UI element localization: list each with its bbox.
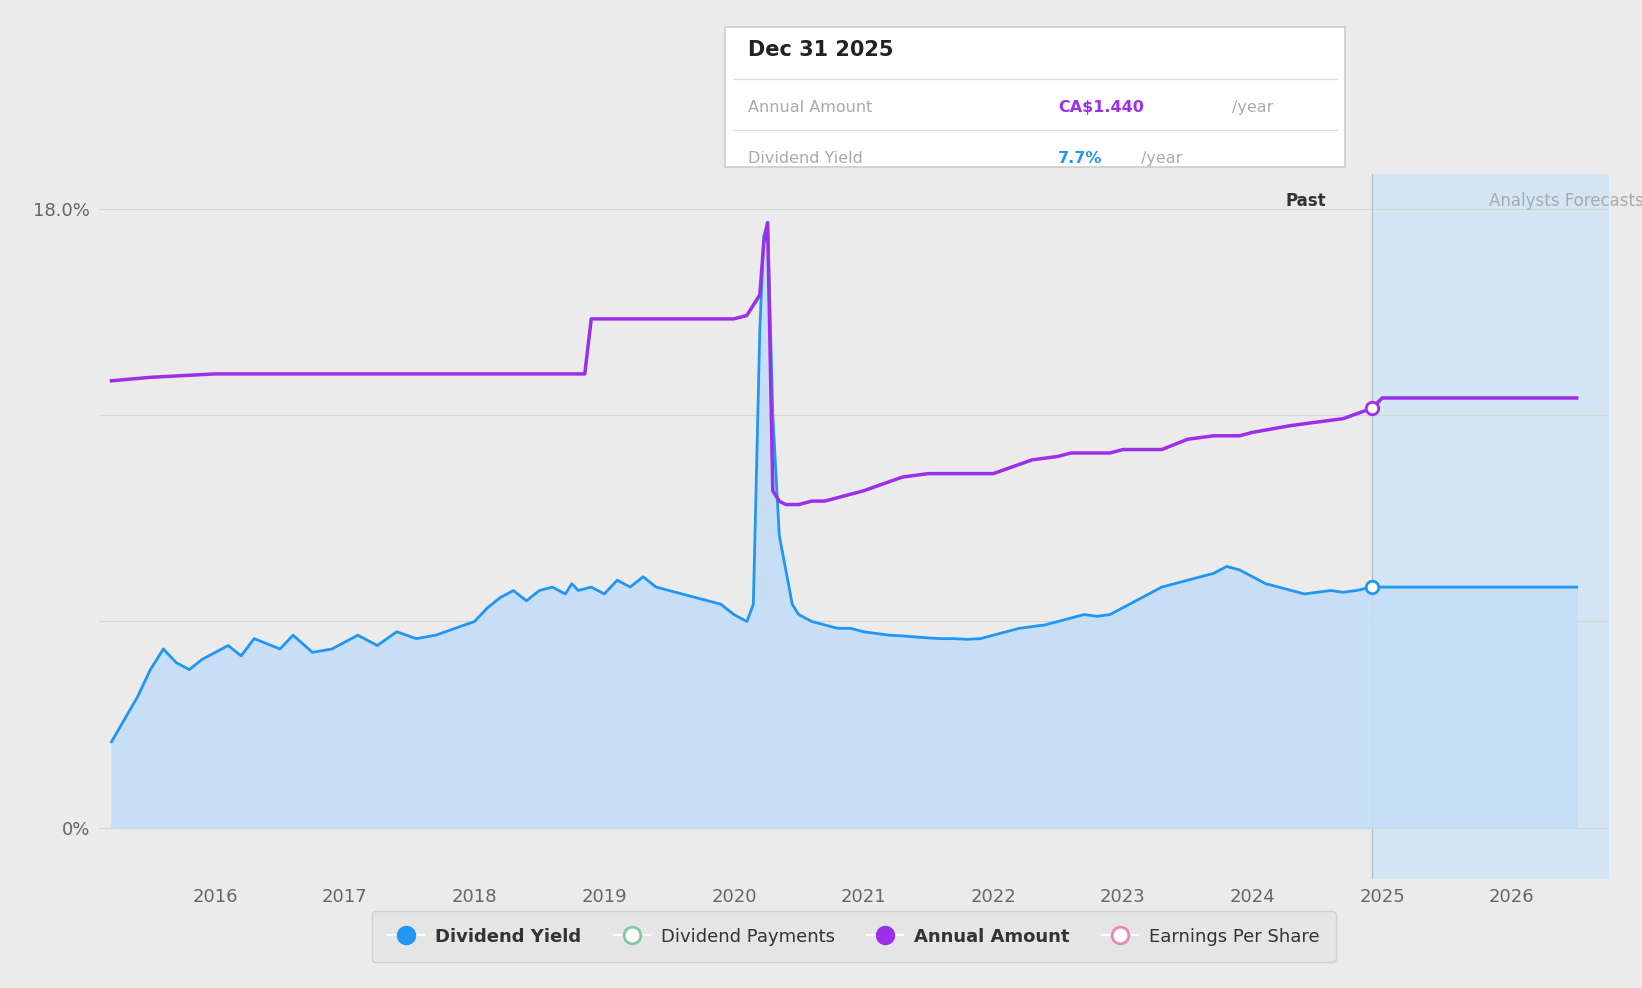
Text: Past: Past — [1286, 192, 1327, 209]
Text: /year: /year — [1141, 151, 1182, 166]
Text: Analysts Forecasts: Analysts Forecasts — [1489, 192, 1642, 209]
Legend: Dividend Yield, Dividend Payments, Annual Amount, Earnings Per Share: Dividend Yield, Dividend Payments, Annua… — [371, 911, 1337, 962]
Text: CA$1.440: CA$1.440 — [1057, 100, 1143, 116]
Text: /year: /year — [1232, 100, 1273, 116]
Text: Dividend Yield: Dividend Yield — [749, 151, 864, 166]
FancyBboxPatch shape — [726, 28, 1345, 167]
Bar — [1371, 175, 1609, 879]
Text: Annual Amount: Annual Amount — [749, 100, 872, 116]
Text: 7.7%: 7.7% — [1057, 151, 1102, 166]
Text: Dec 31 2025: Dec 31 2025 — [749, 40, 893, 60]
